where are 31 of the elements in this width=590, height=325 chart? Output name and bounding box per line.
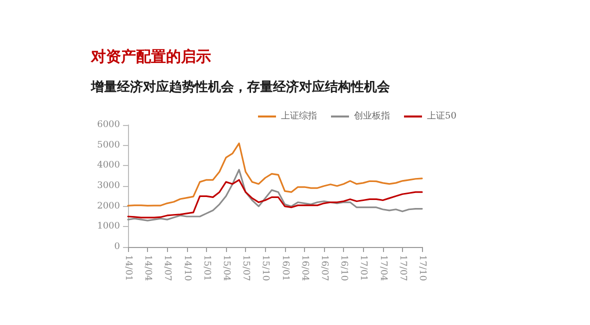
y-tick-label: 2000 xyxy=(97,201,120,212)
x-tick-label: 15/10 xyxy=(260,255,270,282)
y-tick-label: 3000 xyxy=(97,181,120,191)
line-series xyxy=(127,142,423,207)
x-tick-label: 14/04 xyxy=(142,255,153,282)
x-tick-label: 17/07 xyxy=(397,255,408,282)
x-tick-label: 16/04 xyxy=(299,255,310,282)
legend-label: 上证综指 xyxy=(281,110,317,122)
y-tick-label: 0 xyxy=(114,242,120,252)
x-tick-label: 17/10 xyxy=(417,255,427,282)
line-series xyxy=(127,168,423,222)
y-tick-label: 1000 xyxy=(97,222,120,232)
x-tick-label: 17/04 xyxy=(378,255,388,282)
x-tick-label: 15/01 xyxy=(201,255,212,281)
x-tick-label: 16/07 xyxy=(319,255,329,282)
x-tick-label: 14/07 xyxy=(162,255,172,282)
legend-label: 创业板指 xyxy=(354,110,390,122)
legend-label: 上证50 xyxy=(427,110,457,122)
x-tick-label: 16/01 xyxy=(280,255,290,281)
x-tick-label: 16/10 xyxy=(338,255,349,282)
y-tick-label: 6000 xyxy=(97,120,120,130)
y-tick-label: 4000 xyxy=(97,160,120,171)
line-series xyxy=(127,179,423,218)
x-tick-label: 17/01 xyxy=(358,255,368,281)
y-tick-label: 5000 xyxy=(97,140,120,150)
x-tick-label: 14/01 xyxy=(123,255,133,281)
x-tick-label: 14/10 xyxy=(182,255,192,282)
chart-title: 对资产配置的启示 xyxy=(90,48,211,66)
x-tick-label: 15/07 xyxy=(240,255,251,282)
x-tick-label: 15/04 xyxy=(221,255,231,282)
chart-subtitle: 增量经济对应趋势性机会，存量经济对应结构性机会 xyxy=(90,79,391,95)
